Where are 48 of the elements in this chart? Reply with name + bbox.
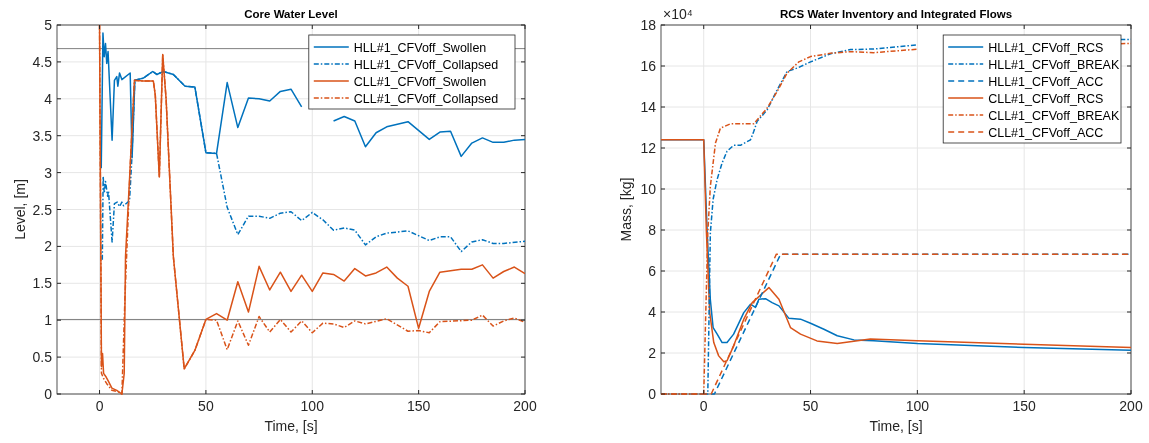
- x-tick-label: 100: [905, 398, 930, 414]
- y-tick-label: 1.5: [32, 275, 53, 292]
- x-tick-label: 150: [406, 398, 431, 414]
- y-tick-label: 0: [44, 386, 53, 402]
- legend-label: HLL#1_CFVoff_ACC: [988, 74, 1104, 89]
- y-tick-label: 3: [44, 164, 53, 181]
- legend-label: CLL#1_CFVoff_Swollen: [353, 74, 487, 89]
- y-tick-label: 2.5: [32, 201, 53, 218]
- legend-label: CLL#1_CFVoff_RCS: [988, 91, 1104, 106]
- y-axis-title: Level, [m]: [12, 179, 28, 240]
- x-tick-label: 200: [1119, 398, 1143, 414]
- y-tick-label: 18: [640, 17, 657, 33]
- y-tick-label: 4.5: [32, 53, 53, 70]
- legend-label: CLL#1_CFVoff_ACC: [988, 125, 1104, 140]
- chart-title: RCS Water Inventory and Integrated Flows: [779, 8, 1013, 20]
- x-tick-label: 50: [802, 398, 819, 414]
- x-tick-label: 50: [198, 398, 214, 414]
- y-tick-label: 6: [648, 263, 657, 279]
- y-tick-label: 12: [640, 140, 657, 156]
- x-tick-label: 0: [699, 398, 708, 414]
- y-tick-label: 0: [648, 386, 657, 402]
- x-axis-title: Time, [s]: [264, 418, 318, 434]
- x-tick-label: 0: [95, 398, 104, 414]
- legend-label: HLL#1_CFVoff_RCS: [988, 40, 1104, 55]
- text: ×10⁴: [663, 6, 693, 22]
- legend-label: HLL#1_CFVoff_Swollen: [353, 40, 487, 55]
- chart-title: Core Water Level: [244, 8, 338, 20]
- legend-label: CLL#1_CFVoff_Collapsed: [353, 91, 499, 106]
- y-tick-label: 0.5: [32, 349, 53, 366]
- y-tick-label: 4: [44, 90, 53, 107]
- y-tick-label: 16: [640, 58, 657, 74]
- y-tick-label: 14: [640, 99, 657, 115]
- y-tick-label: 10: [640, 181, 657, 197]
- x-tick-label: 150: [1012, 398, 1037, 414]
- y-tick-label: 4: [648, 304, 657, 320]
- y-tick-label: 2: [648, 345, 657, 361]
- legend-label: HLL#1_CFVoff_Collapsed: [353, 57, 499, 72]
- legend-label: HLL#1_CFVoff_BREAK: [988, 57, 1120, 72]
- y-tick-label: 1: [44, 312, 53, 329]
- x-tick-label: 100: [300, 398, 325, 414]
- x-axis-title: Time, [s]: [869, 418, 923, 434]
- x-tick-label: 200: [513, 398, 537, 414]
- y-tick-label: 3.5: [32, 127, 53, 144]
- y-tick-label: 5: [44, 17, 53, 33]
- y-tick-label: 2: [44, 238, 53, 255]
- legend-label: CLL#1_CFVoff_BREAK: [988, 108, 1120, 123]
- y-axis-title: Mass, [kg]: [618, 177, 634, 242]
- y-tick-label: 8: [648, 222, 657, 238]
